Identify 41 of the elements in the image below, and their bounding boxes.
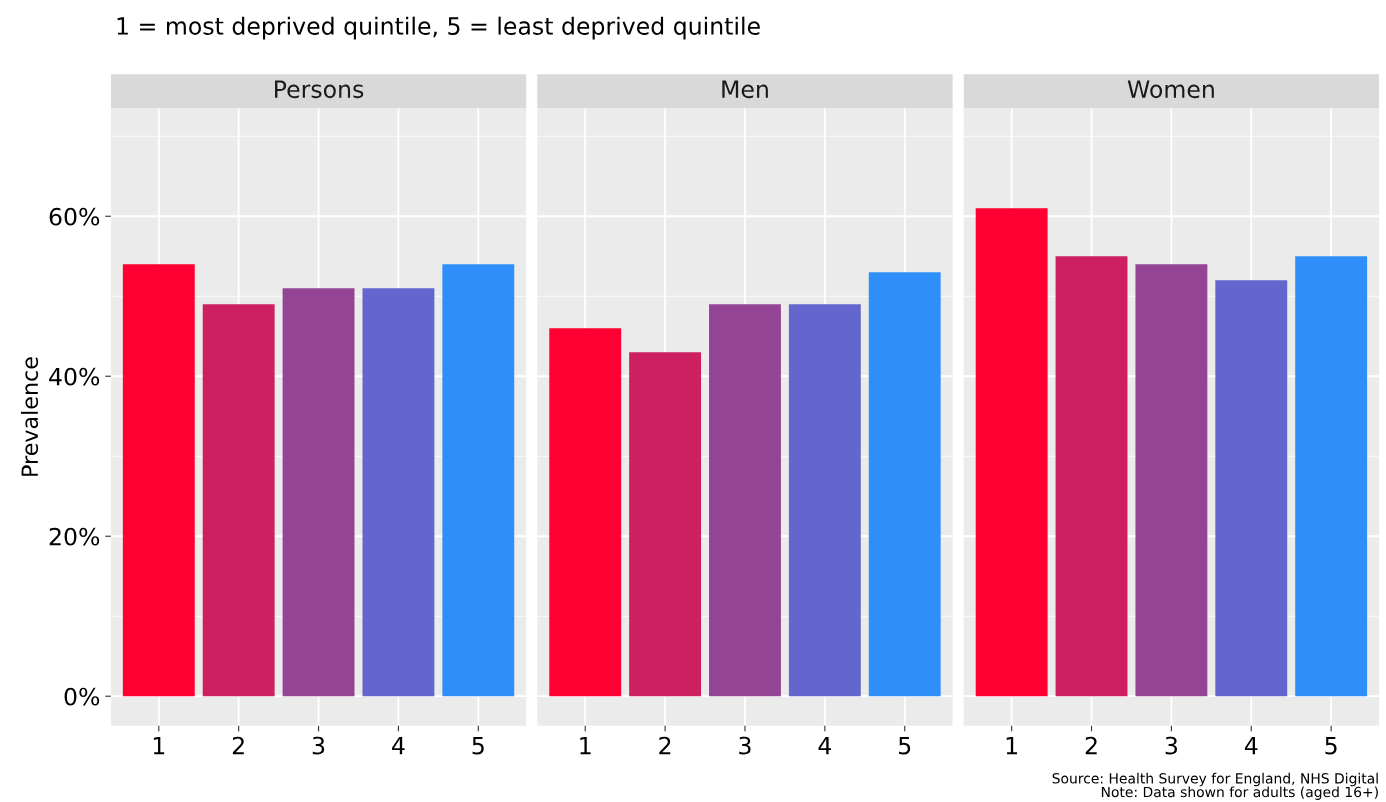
text: Note: Data shown for adults (aged 16+) — [1101, 786, 1378, 800]
bar — [202, 304, 275, 697]
x-tick-label: 1 — [1006, 736, 1017, 755]
chart-title: Persons — [275, 80, 364, 99]
bar — [868, 272, 941, 697]
x-tick-label: 5 — [472, 736, 484, 755]
y-tick-label: 40% — [49, 367, 100, 386]
source-note: Source: Health Survey for England, NHS Digital — [1052, 772, 1378, 787]
x-tick-label: 1 — [153, 736, 165, 755]
x-tick-label: 1 — [580, 736, 591, 755]
bar — [282, 288, 355, 697]
bar — [975, 208, 1048, 697]
chart-subtitle: 1 = most deprived quintile, 5 = least deprived quintile — [117, 16, 760, 40]
x-tick-label: 2 — [232, 736, 244, 755]
y-axis-title: Prevalence — [20, 357, 39, 476]
bar — [629, 352, 702, 697]
x-tick-label: 2 — [1085, 736, 1097, 755]
y-tick-label: 20% — [49, 527, 100, 546]
bar — [122, 264, 195, 697]
x-tick-label: 5 — [899, 736, 911, 755]
x-tick-label: 3 — [739, 736, 751, 755]
bar — [1295, 256, 1368, 697]
chart-title: Men — [722, 80, 768, 99]
bar — [709, 304, 781, 697]
x-tick-label: 4 — [818, 736, 832, 755]
x-tick-label: 2 — [659, 736, 671, 755]
x-tick-label: 5 — [1325, 736, 1337, 755]
y-tick-label: 0% — [64, 687, 100, 706]
bar — [549, 328, 622, 697]
x-tick-label: 3 — [1165, 736, 1178, 755]
bar — [788, 304, 861, 697]
bar — [442, 264, 515, 697]
bar — [1215, 280, 1288, 697]
x-tick-label: 4 — [392, 736, 405, 755]
x-tick-label: 3 — [312, 736, 325, 755]
bar — [1135, 264, 1208, 697]
chart-title: Women — [1127, 80, 1214, 99]
y-tick-label: 60% — [49, 207, 100, 226]
x-tick-label: 4 — [1244, 736, 1258, 755]
bar — [362, 288, 435, 697]
bar — [1055, 256, 1128, 697]
